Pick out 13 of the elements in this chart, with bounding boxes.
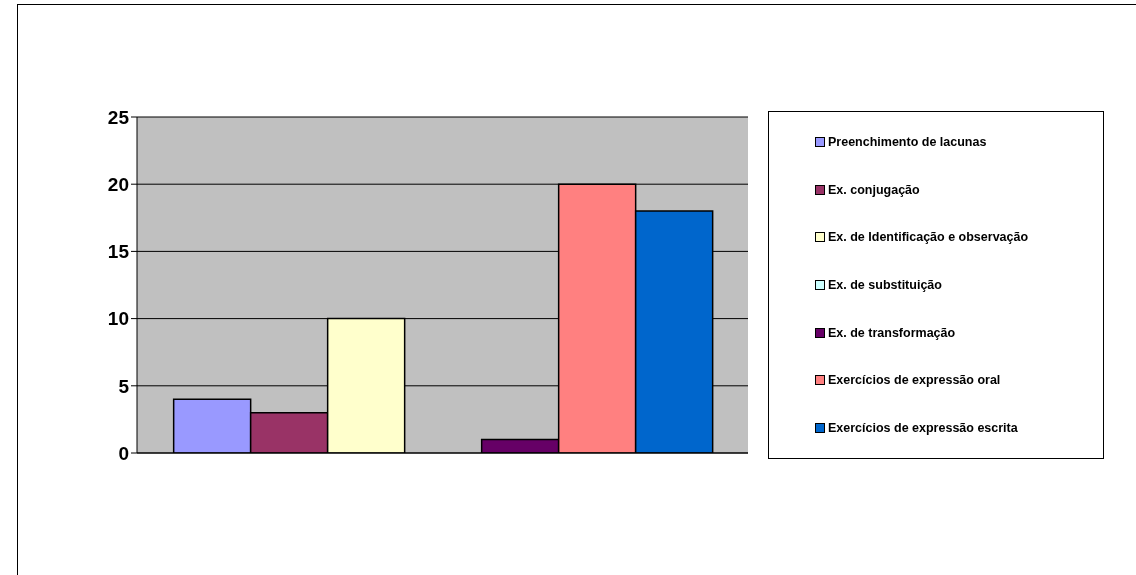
legend-label: Ex. conjugação (828, 182, 920, 197)
legend-label: Ex. de substituição (828, 277, 942, 292)
y-tick-label: 20 (107, 173, 129, 195)
y-tick-label: 0 (118, 442, 129, 464)
legend-label: Ex. de transformação (828, 325, 956, 340)
legend-label: Ex. de Identificação e observação (828, 230, 1029, 245)
y-tick-label: 5 (118, 375, 130, 397)
legend-label: Preenchimento de lacunas (828, 134, 987, 149)
y-tick-label: 25 (107, 106, 130, 128)
legend-label: Exercícios de expressão escrita (828, 421, 1018, 436)
y-tick-label: 10 (107, 308, 129, 330)
legend-label: Exercícios de expressão oral (828, 373, 1001, 388)
y-tick-label: 15 (107, 241, 130, 263)
